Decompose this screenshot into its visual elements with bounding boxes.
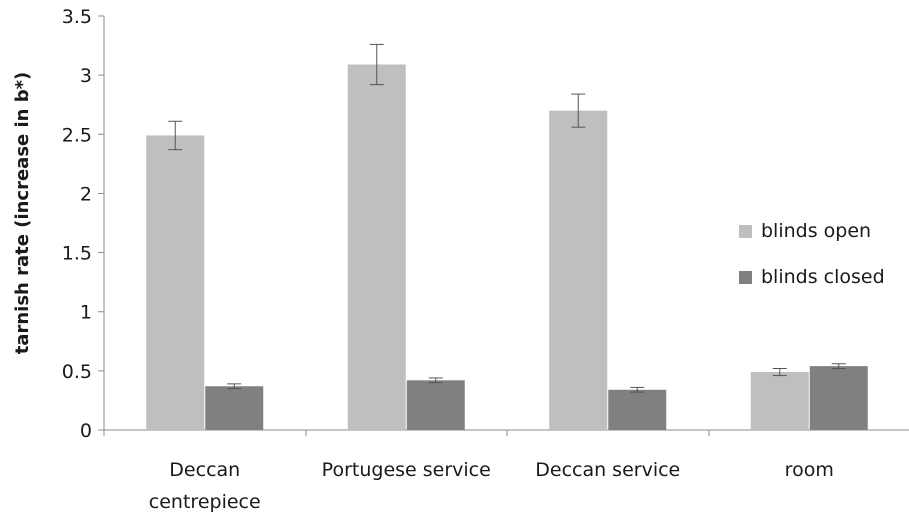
y-axis-ticks: 0 0.5 1 1.5 2 2.5 3 3.5 xyxy=(62,6,104,442)
category-label: Deccan service xyxy=(535,459,680,481)
y-tick-label: 1.5 xyxy=(62,243,92,265)
y-tick-label: 0.5 xyxy=(62,361,92,383)
bar-blinds-closed xyxy=(608,389,667,430)
legend-label: blinds closed xyxy=(761,266,885,288)
y-tick-label: 3 xyxy=(80,65,92,87)
category-label: room xyxy=(785,459,834,481)
y-tick-label: 2 xyxy=(80,183,92,205)
bar-blinds-open xyxy=(146,135,205,430)
y-tick-label: 1 xyxy=(80,302,92,324)
legend-swatch xyxy=(739,225,752,238)
legend-label: blinds open xyxy=(761,220,871,242)
bar-blinds-closed xyxy=(205,386,264,430)
legend: blinds open blinds closed xyxy=(739,220,885,288)
y-tick-label: 0 xyxy=(80,420,92,442)
y-axis-label: tarnish rate (increase in b*) xyxy=(12,72,33,355)
y-tick-label: 2.5 xyxy=(62,124,92,146)
bar-blinds-open xyxy=(750,372,809,430)
legend-swatch xyxy=(739,271,752,284)
bar-blinds-open xyxy=(347,64,406,431)
bar-blinds-closed xyxy=(809,366,868,430)
x-axis-categories: Deccan centrepiece Portugese service Deccan… xyxy=(149,459,834,513)
error-bars xyxy=(168,43,846,393)
bar-blinds-closed xyxy=(406,380,465,430)
bar-blinds-open xyxy=(549,110,608,430)
category-label: centrepiece xyxy=(149,491,261,513)
category-label: Deccan xyxy=(169,459,240,481)
bars xyxy=(146,64,868,431)
category-label: Portugese service xyxy=(322,459,491,481)
y-tick-label: 3.5 xyxy=(62,6,92,28)
